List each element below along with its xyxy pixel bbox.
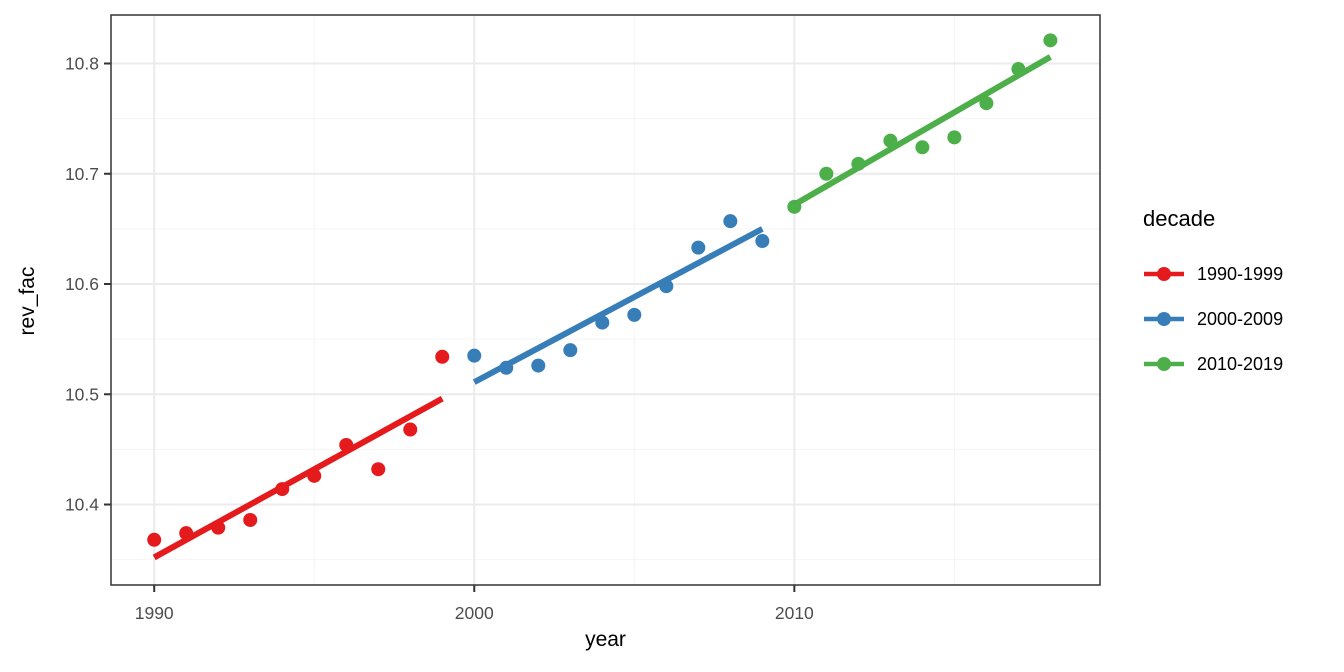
data-point [1011,62,1026,77]
trend-line [152,396,444,561]
x-tick-label: 1990 [135,603,174,623]
y-tick-label: 10.8 [65,54,99,74]
y-tick-label: 10.6 [65,274,99,294]
data-point [979,96,994,111]
trend-line [792,54,1052,208]
data-point [211,520,226,535]
data-point [467,348,482,363]
legend-label: 2010-2019 [1197,353,1284,374]
legend-items: 1990-1999 2000-2009 2010-2019 [1143,264,1283,374]
data-point [531,358,546,373]
data-point [403,422,418,437]
panel-border [110,14,1101,586]
data-point [339,437,354,452]
y-tick-label: 10.4 [65,495,99,515]
x-tick-label: 2000 [455,603,494,623]
y-tick-label: 10.5 [65,384,99,404]
data-point [947,130,962,145]
legend-item: 1990-1999 [1143,264,1283,284]
data-point [787,199,802,214]
data-point [243,512,258,527]
legend-key-icon [1144,312,1184,326]
x-tick-label: 2010 [775,603,814,623]
legend-item: 2000-2009 [1143,309,1283,329]
legend-item: 2010-2019 [1143,354,1283,374]
trend-line [472,226,764,385]
data-point [435,349,450,364]
data-point [627,307,642,322]
data-point [179,526,194,541]
data-point [691,240,706,255]
data-point [851,156,866,171]
legend-label: 2000-2009 [1197,308,1284,329]
data-point [819,166,834,181]
data-point [659,279,674,294]
data-point [915,140,930,155]
y-tick-label: 10.7 [65,164,99,184]
data-point [723,214,738,229]
legend: decade 1990-1999 2000-2009 2010-2019 [1143,206,1283,399]
legend-key-icon [1144,267,1184,281]
legend-key-icon [1144,357,1184,371]
data-point [595,315,610,330]
data-point [499,360,514,375]
y-axis-title: rev_fac [16,266,39,336]
data-point [371,462,386,477]
data-point [147,532,162,547]
legend-title: decade [1143,206,1216,231]
x-axis-title: year [585,628,626,651]
data-point [307,468,322,483]
data-point [883,133,898,148]
data-point [275,482,290,497]
data-point [1043,33,1058,48]
legend-label: 1990-1999 [1197,263,1284,284]
data-point [563,343,578,358]
data-point [755,234,770,249]
